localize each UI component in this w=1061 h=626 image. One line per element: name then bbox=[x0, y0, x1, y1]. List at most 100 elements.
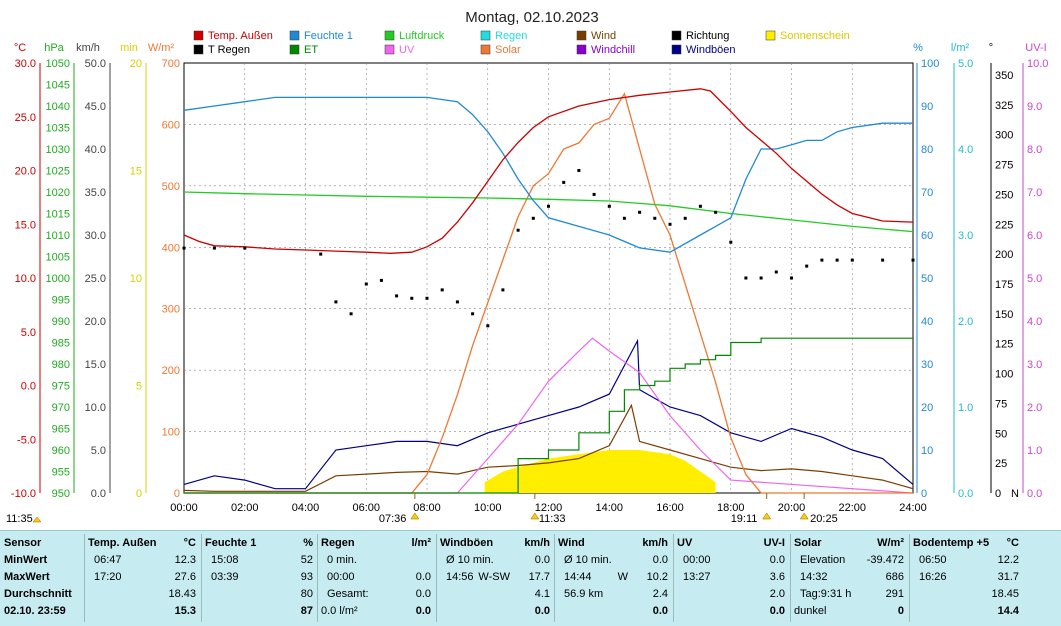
sun_min-tick-label: 5 bbox=[136, 381, 142, 393]
table-cell-label: 13:27 bbox=[683, 571, 711, 583]
uv-tick-label: 8.0 bbox=[1027, 144, 1042, 156]
sun_min-axis-unit: min bbox=[120, 42, 138, 54]
wind-line bbox=[183, 403, 914, 492]
table-row: 0.0 bbox=[440, 603, 552, 619]
solar-axis-unit: W/m² bbox=[148, 42, 175, 54]
table-cell-value: 10.2 bbox=[646, 571, 668, 583]
table-row: 2.0 bbox=[677, 586, 787, 602]
pressure-tick-label: 985 bbox=[52, 338, 70, 350]
table-cell-label: 0.0 l/m² bbox=[321, 605, 358, 617]
wind-tick-label: 30.0 bbox=[85, 230, 106, 242]
wind-tick-label: 45.0 bbox=[85, 101, 106, 113]
table-cell-value: 80 bbox=[300, 588, 313, 600]
table-cell-value: 0 bbox=[897, 605, 904, 617]
solar-tick-label: 400 bbox=[162, 242, 180, 254]
humidity-line bbox=[183, 96, 913, 253]
table-cell-value: 12.3 bbox=[174, 554, 196, 566]
table-column: Bodentemp +5 °C 06:50 12.2 16:26 31.7 18.45 14.… bbox=[913, 531, 1021, 626]
uv-tick-label: 3.0 bbox=[1027, 359, 1042, 371]
table-header-label: Windböen bbox=[440, 537, 494, 549]
temp-tick-label: 5.0 bbox=[21, 327, 36, 339]
table-row: 14:56 W-SW 17.7 bbox=[440, 569, 552, 585]
table-cell-value: 2.4 bbox=[652, 588, 668, 600]
table-cell-value: 0.0 bbox=[652, 554, 668, 566]
table-cell-value: 291 bbox=[885, 588, 904, 600]
table-column: Temp. Außen °C 06:47 12.3 17:20 27.6 18.43 15.3 bbox=[88, 531, 198, 626]
table-row: 15:08 52 bbox=[205, 552, 315, 568]
solar-tick-label: 500 bbox=[162, 181, 180, 193]
direction-point bbox=[455, 300, 459, 304]
table-header-label: UV bbox=[677, 537, 693, 549]
direction-tick-label: 175 bbox=[995, 279, 1013, 291]
legend-swatch bbox=[480, 44, 491, 55]
table-cell-value: 87 bbox=[300, 605, 313, 617]
legend-swatch bbox=[576, 44, 587, 55]
table-column-header: Solar W/m² bbox=[794, 535, 906, 551]
sun_min-tick-label: 15 bbox=[130, 166, 142, 178]
summary-table: Sensor MinWert MaxWert Durchschnitt 02.1… bbox=[0, 530, 1061, 626]
pressure-tick-label: 995 bbox=[52, 295, 70, 307]
direction-tick-label: 100 bbox=[995, 369, 1013, 381]
pressure-tick-label: 1010 bbox=[46, 230, 70, 242]
sunrise-marker-icon bbox=[410, 512, 420, 520]
wind-axis-unit: km/h bbox=[76, 42, 100, 54]
table-cell-label: Gesamt: bbox=[327, 588, 369, 600]
uv-tick-label: 6.0 bbox=[1027, 230, 1042, 242]
table-header-label: Temp. Außen bbox=[88, 537, 157, 549]
direction-point bbox=[425, 296, 429, 300]
temp-tick-label: -5.0 bbox=[17, 434, 36, 446]
x-tick-label: 14:00 bbox=[595, 502, 623, 514]
direction-point bbox=[668, 222, 672, 226]
legend-label: Sonnenschein bbox=[780, 30, 850, 42]
pressure-tick-label: 1005 bbox=[46, 252, 70, 264]
x-tick-label: 00:00 bbox=[170, 502, 198, 514]
table-cell-value: 0.0 bbox=[415, 605, 431, 617]
table-cell-label: 0 min. bbox=[327, 554, 357, 566]
table-row: 16:26 31.7 bbox=[913, 569, 1021, 585]
table-row: Tag:9:31 h 291 bbox=[794, 586, 906, 602]
x-tick-label: 06:00 bbox=[352, 502, 380, 514]
table-cell-value: 0.0 bbox=[415, 588, 431, 600]
legend-swatch bbox=[671, 30, 682, 41]
table-cell-value: 52 bbox=[300, 554, 313, 566]
sunrise-marker-time: 07:36 bbox=[379, 513, 407, 525]
table-column-separator bbox=[201, 534, 202, 622]
table-cell-label: Ø 10 min. bbox=[446, 554, 494, 566]
humidity-tick-label: 20 bbox=[921, 402, 933, 414]
row-label-sensor: Sensor bbox=[4, 537, 42, 549]
pressure-tick-label: 1040 bbox=[46, 101, 70, 113]
table-header-unit: W/m² bbox=[877, 537, 904, 549]
temperature-line bbox=[183, 88, 914, 254]
direction-point bbox=[835, 258, 839, 262]
wind-tick-label: 20.0 bbox=[85, 316, 106, 328]
table-row: 4.1 bbox=[440, 586, 552, 602]
table-cell-label: dunkel bbox=[794, 605, 827, 617]
uv-tick-label: 10.0 bbox=[1027, 58, 1048, 70]
table-column-separator bbox=[317, 534, 318, 622]
legend-swatch bbox=[289, 44, 300, 55]
table-column: Solar W/m² Elevation -39.472 14:32 686 Tag:9:3… bbox=[794, 531, 906, 626]
direction-point bbox=[212, 246, 216, 250]
table-cell-value: 4.1 bbox=[534, 588, 550, 600]
humidity-tick-label: 10 bbox=[921, 445, 933, 457]
uv-tick-label: 4.0 bbox=[1027, 316, 1042, 328]
table-cell-value: 0.0 bbox=[415, 571, 431, 583]
direction-point bbox=[698, 204, 702, 208]
pressure-tick-label: 1035 bbox=[46, 123, 70, 135]
row-labels-column: Sensor MinWert MaxWert Durchschnitt 02.1… bbox=[4, 531, 84, 626]
direction-point bbox=[790, 276, 793, 280]
row-label-max: MaxWert bbox=[4, 571, 50, 583]
sun_min-tick-label: 20 bbox=[130, 58, 142, 70]
solar-tick-label: 200 bbox=[162, 365, 180, 377]
table-row: 0.0 bbox=[677, 603, 787, 619]
table-cell-direction: W bbox=[617, 571, 628, 583]
rain-tick-label: 1.0 bbox=[958, 402, 973, 414]
grid bbox=[184, 63, 913, 493]
table-row: Ø 10 min. 0.0 bbox=[440, 552, 552, 568]
rain-axis-unit: l/m² bbox=[951, 42, 970, 54]
table-header-unit: l/m² bbox=[411, 537, 431, 549]
rain-tick-label: 5.0 bbox=[958, 58, 973, 70]
table-cell-value: 93 bbox=[300, 571, 313, 583]
table-column-separator bbox=[673, 534, 674, 622]
table-row: 87 bbox=[205, 603, 315, 619]
